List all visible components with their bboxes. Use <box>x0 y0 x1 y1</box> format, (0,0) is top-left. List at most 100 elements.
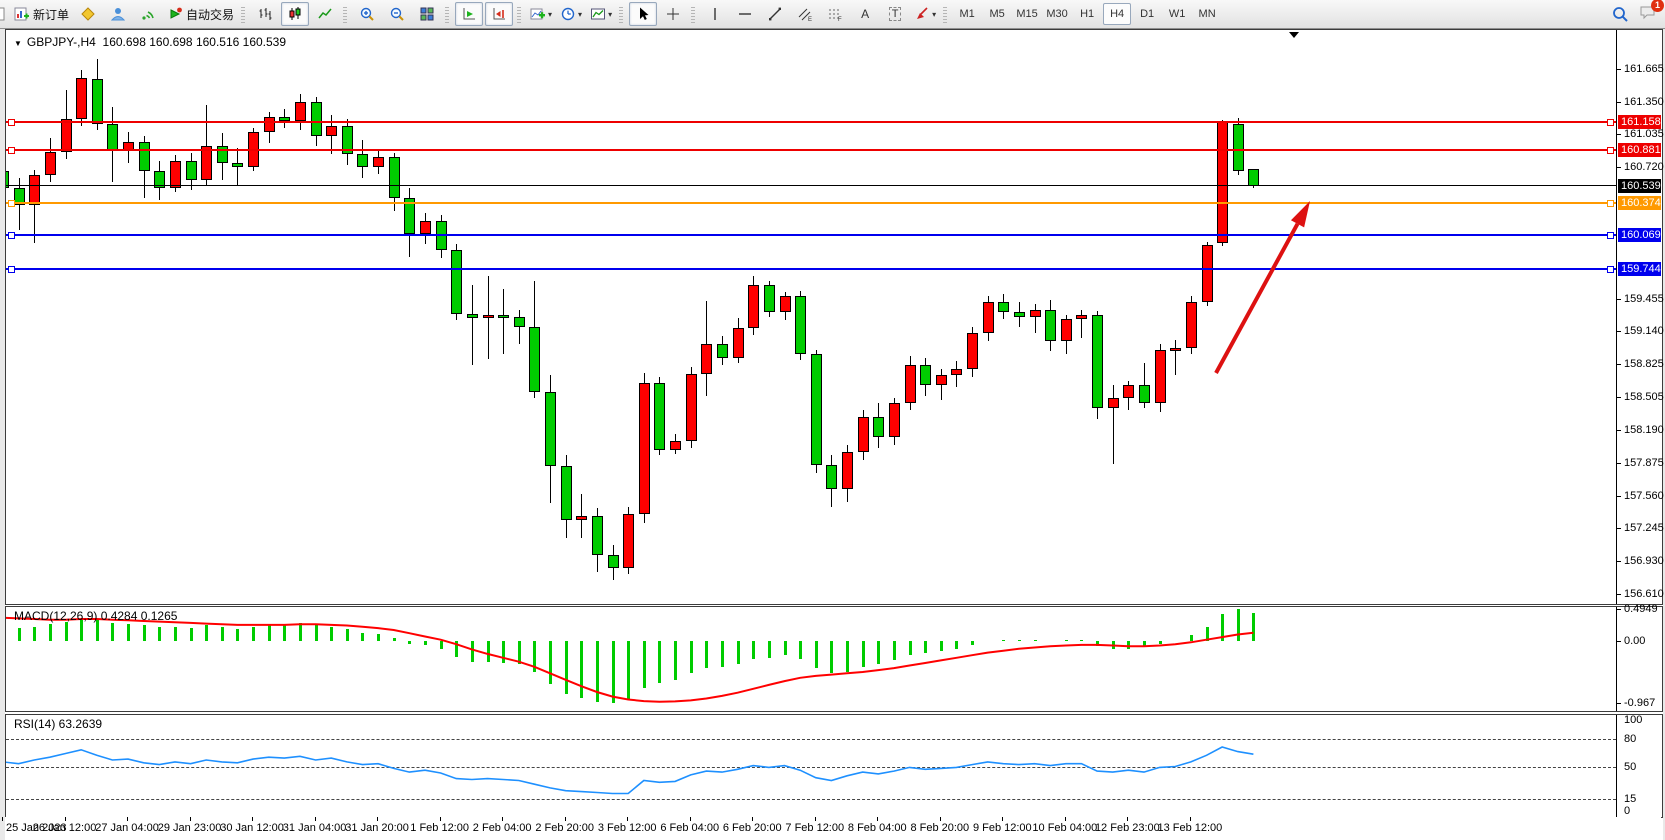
crosshair-button[interactable] <box>659 2 687 26</box>
candle <box>1013 311 1025 317</box>
line-anchor[interactable] <box>8 231 15 239</box>
candlestick-chart-button[interactable] <box>281 2 310 26</box>
line-anchor[interactable] <box>8 265 15 273</box>
candle <box>201 146 213 180</box>
candle-wick <box>34 170 36 244</box>
price-badge: 160.069 <box>1618 227 1661 242</box>
line-anchor[interactable] <box>8 118 15 126</box>
equidistant-channel-tool[interactable]: E <box>791 2 819 26</box>
price-axis[interactable]: 161.158 160.881 160.539 160.374 160.069 159.7… <box>1617 30 1664 604</box>
macd-histogram-bar <box>1158 641 1162 645</box>
periods-menu-button[interactable]: ▾ <box>557 2 585 26</box>
line-anchor[interactable] <box>1607 147 1614 155</box>
time-axis[interactable]: 25 Jan 2023 26 Jan 12:00 27 Jan 04:00 29 Ja… <box>2 817 1661 840</box>
price-tick <box>1617 495 1621 497</box>
support-line[interactable] <box>6 267 1616 270</box>
toolbar-grip[interactable] <box>943 5 948 23</box>
macd-histogram-bar <box>33 626 37 641</box>
chart-dropdown-icon[interactable]: ▼ <box>14 39 22 48</box>
candle <box>44 151 56 176</box>
arrows-tool[interactable]: ▾ <box>911 2 939 26</box>
line-anchor[interactable] <box>1607 231 1614 239</box>
line-anchor[interactable] <box>1607 265 1614 273</box>
current-price-line[interactable] <box>6 185 1616 187</box>
trend-arrow-annotation[interactable] <box>6 30 1616 604</box>
templates-menu-button[interactable]: ▾ <box>587 2 615 26</box>
macd-surface[interactable] <box>6 607 1616 711</box>
dropdown-caret: ▾ <box>932 9 937 19</box>
timeframe-d1[interactable]: D1 <box>1140 8 1155 20</box>
candle <box>404 198 416 234</box>
macd-histogram-bar <box>1002 639 1006 641</box>
resistance-line[interactable] <box>6 120 1616 123</box>
fibonacci-tool[interactable]: F <box>821 2 849 26</box>
horizontal-line-tool[interactable] <box>731 2 759 26</box>
timeframe-w1[interactable]: W1 <box>1168 8 1186 20</box>
toolbar-grip[interactable] <box>445 5 450 23</box>
dropdown-caret: ▾ <box>578 9 583 19</box>
toolbar-grip[interactable] <box>691 5 696 23</box>
macd-axis[interactable]: 0.4949 0.00 -0.967 <box>1617 603 1662 711</box>
line-anchor[interactable] <box>8 200 15 208</box>
macd-histogram-bar <box>689 641 693 674</box>
bar-chart-button[interactable] <box>251 2 279 26</box>
candle <box>904 364 916 404</box>
rsi-axis[interactable]: 100 80 50 15 0 <box>1617 714 1662 817</box>
toolbar-grip[interactable] <box>517 5 522 23</box>
dropdown-caret: ▾ <box>548 9 553 19</box>
tile-windows-button[interactable] <box>413 2 441 26</box>
trendline-tool[interactable] <box>761 2 789 26</box>
toolbar-grip[interactable] <box>619 5 624 23</box>
toolbar-right: 1 <box>1612 0 1665 25</box>
rsi-level-line <box>6 766 1616 768</box>
toolbar-grip[interactable] <box>241 5 246 23</box>
timeframe-m5[interactable]: M5 <box>989 8 1005 20</box>
macd-histogram-bar <box>971 641 975 645</box>
resistance-line[interactable] <box>6 149 1616 152</box>
timeframe-h4[interactable]: H4 <box>1103 3 1132 25</box>
timeframe-mn[interactable]: MN <box>1198 8 1216 20</box>
autotrading-button[interactable]: 自动交易 <box>164 2 237 26</box>
main-chart-panel[interactable]: ▼ GBPJPY-,H4 160.698 160.698 160.516 160.… <box>5 29 1664 605</box>
community-button[interactable] <box>104 2 132 26</box>
auto-scroll-button[interactable] <box>455 2 484 26</box>
support-line[interactable] <box>6 233 1616 236</box>
line-chart-button[interactable] <box>311 2 339 26</box>
text-label-tool[interactable]: T <box>881 2 909 26</box>
time-tick <box>814 817 816 821</box>
timeframe-m1[interactable]: M1 <box>959 8 975 20</box>
zoom-out-button[interactable] <box>383 2 411 26</box>
timeframe-m15[interactable]: M15 <box>1016 8 1038 20</box>
toolbar-grip[interactable] <box>343 5 348 23</box>
text-tool[interactable]: A <box>851 2 879 26</box>
bar-chart-icon <box>259 8 272 20</box>
cursor-button[interactable] <box>629 2 658 26</box>
price-badge: 161.158 <box>1618 114 1661 129</box>
candle-wick <box>206 104 208 186</box>
chart-shift-button[interactable] <box>485 2 514 26</box>
new-order-button[interactable]: 新订单 <box>11 2 72 26</box>
signals-button[interactable] <box>134 2 162 26</box>
macd-panel[interactable]: MACD(12,26,9) 0.4284 0.1265 0.4949 0.00 -0… <box>5 603 1663 712</box>
pivot-line[interactable] <box>6 202 1616 205</box>
indicators-menu-button[interactable]: ▾ <box>527 2 555 26</box>
candle <box>263 117 275 132</box>
line-anchor[interactable] <box>8 147 15 155</box>
time-tick <box>64 817 66 821</box>
chat-button[interactable]: 1 <box>1639 0 1664 25</box>
line-anchor[interactable] <box>1607 200 1614 208</box>
search-icon[interactable] <box>1612 6 1629 23</box>
gold-symbol-button[interactable] <box>74 2 102 26</box>
macd-histogram-bar <box>298 622 302 641</box>
rsi-panel[interactable]: RSI(14) 63.2639 100 80 50 15 0 <box>5 714 1663 818</box>
price-chart-surface[interactable] <box>6 30 1616 604</box>
time-tick <box>1002 817 1004 821</box>
line-anchor[interactable] <box>1607 118 1614 126</box>
rsi-surface[interactable] <box>6 715 1616 817</box>
timeframe-m30[interactable]: M30 <box>1046 8 1068 20</box>
vertical-line-tool[interactable] <box>701 2 729 26</box>
macd-histogram-bar <box>252 626 256 641</box>
timeframe-h1[interactable]: H1 <box>1080 8 1095 20</box>
zoom-in-button[interactable] <box>353 2 381 26</box>
